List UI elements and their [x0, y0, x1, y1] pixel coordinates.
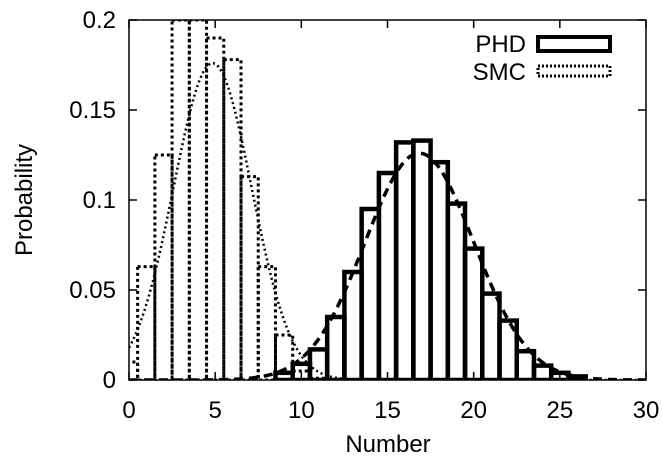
smc-bar-6: [222, 58, 243, 380]
legend: PHD SMC: [473, 31, 612, 86]
phd-bar-18: [428, 159, 451, 380]
legend-label-smc: SMC: [473, 59, 526, 86]
smc-bar-1: [136, 265, 157, 380]
smc-bar-4: [187, 20, 209, 380]
smc-bar-2: [153, 153, 174, 380]
smc-bar-3: [170, 20, 191, 380]
y-tick-label-2: 0.1: [83, 187, 116, 214]
y-axis-title: Probability: [11, 144, 38, 256]
phd-bar-23: [514, 348, 537, 380]
smc-bar-10: [291, 369, 312, 380]
y-tick-label-0: 0: [103, 367, 116, 394]
y-tick-label-4: 0.2: [83, 7, 116, 34]
x-tick-label-5: 25: [546, 397, 573, 424]
phd-bar-17: [411, 138, 433, 380]
phd-bar-9: [273, 370, 295, 380]
phd-bar-24: [531, 363, 554, 380]
smc-bar-8: [256, 265, 277, 380]
legend-label-phd: PHD: [475, 31, 526, 58]
y-tick-label-1: 0.05: [69, 277, 116, 304]
x-tick-label-3: 15: [374, 397, 401, 424]
x-tick-label-0: 0: [122, 397, 135, 424]
phd-bar-21: [480, 291, 502, 380]
phd-bar-11: [307, 347, 330, 380]
phd-bar-19: [445, 201, 468, 380]
phd-bar-12: [324, 314, 347, 380]
x-tick-label-6: 30: [633, 397, 660, 424]
phd-bar-16: [393, 140, 416, 380]
x-tick-label-4: 20: [460, 397, 487, 424]
legend-swatch-smc: [536, 64, 612, 78]
phd-bar-14: [359, 206, 382, 380]
phd-fit-curve: [129, 151, 646, 380]
plot-frame: [128, 19, 647, 381]
axis-tick-labels: 0 5 10 15 20 25 30 0 0.05 0.1 0.15 0.2: [69, 7, 659, 424]
y-tick-label-3: 0.15: [69, 97, 116, 124]
phd-curve-layer: [129, 151, 646, 380]
x-tick-label-1: 5: [208, 397, 221, 424]
x-axis-title: Number: [345, 431, 430, 458]
phd-histogram: [273, 138, 588, 380]
phd-bar-20: [462, 246, 485, 380]
smc-bar-9: [273, 333, 295, 380]
axis-ticks: [128, 19, 647, 381]
x-tick-label-2: 10: [288, 397, 315, 424]
smc-bar-7: [239, 175, 260, 380]
legend-swatch-phd: [536, 35, 612, 53]
smc-bar-5: [205, 36, 226, 380]
